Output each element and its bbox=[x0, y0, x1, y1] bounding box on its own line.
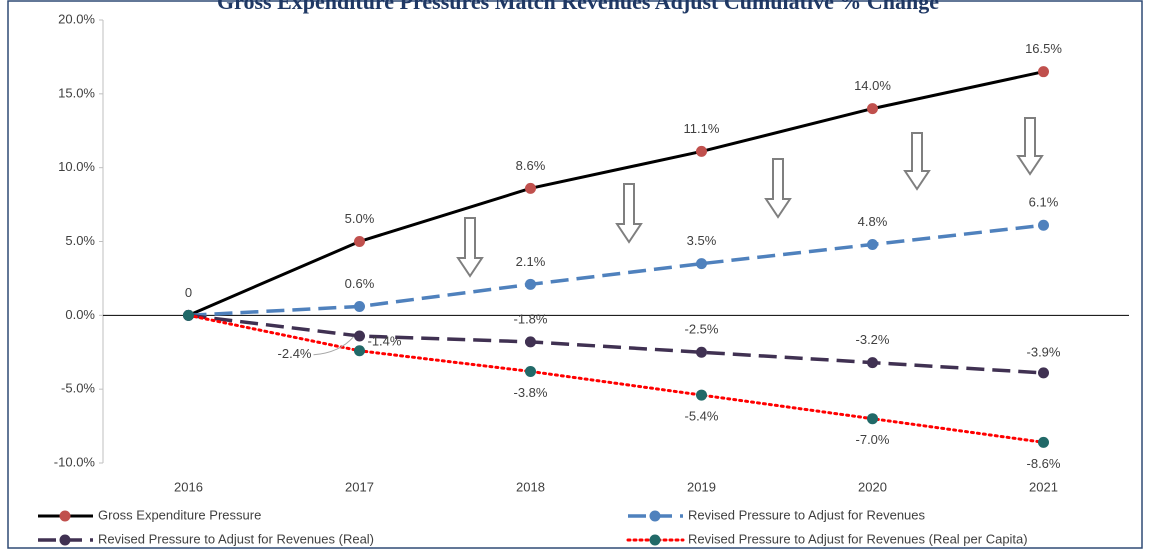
marker bbox=[867, 357, 878, 369]
marker bbox=[1038, 367, 1049, 379]
legend-marker bbox=[649, 510, 661, 522]
data-label: 5.0% bbox=[345, 211, 375, 226]
arrow bbox=[456, 217, 484, 278]
marker bbox=[696, 258, 707, 270]
series-line bbox=[187, 313, 1045, 444]
series-line bbox=[187, 70, 1044, 317]
marker bbox=[354, 236, 365, 247]
data-label: 0 bbox=[185, 285, 192, 300]
legend-label: Revised Pressure to Adjust for Revenues bbox=[688, 507, 926, 522]
chart-frame bbox=[7, 0, 1143, 549]
data-label: -3.2% bbox=[856, 332, 890, 347]
data-label: 8.6% bbox=[516, 158, 546, 173]
arrow bbox=[903, 132, 931, 191]
y-tick-label: 0.0% bbox=[65, 307, 95, 322]
x-tick-label: 2021 bbox=[1029, 479, 1058, 494]
chart-title: Gross Expenditure Pressures Match Revenu… bbox=[217, 0, 939, 14]
arrow bbox=[764, 158, 792, 219]
x-tick-label: 2017 bbox=[345, 479, 374, 494]
data-label: 4.8% bbox=[858, 214, 888, 229]
x-tick-label: 2018 bbox=[516, 479, 545, 494]
arrow bbox=[1016, 117, 1044, 176]
legend-marker bbox=[59, 534, 71, 546]
y-tick-label: 15.0% bbox=[58, 85, 95, 100]
x-tick-label: 2020 bbox=[858, 479, 887, 494]
data-label: 2.1% bbox=[516, 254, 546, 269]
y-tick-label: -10.0% bbox=[54, 454, 96, 469]
data-label: 3.5% bbox=[687, 233, 717, 248]
y-tick-label: -5.0% bbox=[61, 381, 95, 396]
data-label: 16.5% bbox=[1025, 41, 1062, 56]
legend-marker bbox=[649, 534, 661, 546]
leader-line bbox=[313, 336, 354, 356]
legend-label: Gross Expenditure Pressure bbox=[98, 507, 261, 522]
legend-label: Revised Pressure to Adjust for Revenues … bbox=[98, 531, 374, 546]
marker bbox=[354, 330, 365, 342]
legend-label: Revised Pressure to Adjust for Revenues … bbox=[688, 531, 1028, 546]
marker bbox=[354, 300, 365, 312]
marker bbox=[696, 389, 707, 401]
series-line bbox=[188, 223, 1044, 318]
marker bbox=[525, 336, 536, 348]
marker bbox=[867, 238, 878, 250]
data-label: 6.1% bbox=[1029, 195, 1059, 210]
series-line bbox=[188, 313, 1044, 375]
marker bbox=[354, 345, 365, 357]
marker bbox=[525, 182, 536, 194]
marker bbox=[183, 309, 194, 321]
marker bbox=[1038, 66, 1049, 78]
data-label: -1.4% bbox=[368, 333, 402, 348]
data-label: 14.0% bbox=[854, 78, 891, 93]
data-label: -7.0% bbox=[856, 432, 890, 447]
data-label: 11.1% bbox=[684, 121, 720, 136]
data-label: -8.6% bbox=[1027, 456, 1061, 471]
data-label: 0.6% bbox=[345, 276, 375, 291]
data-label: -5.4% bbox=[685, 409, 719, 424]
marker bbox=[867, 103, 878, 115]
data-label: -3.8% bbox=[514, 385, 548, 400]
marker bbox=[525, 365, 536, 377]
data-label: -1.8% bbox=[514, 311, 548, 326]
arrows bbox=[456, 117, 1044, 278]
data-label: -3.9% bbox=[1027, 344, 1061, 359]
legend-marker bbox=[59, 510, 71, 522]
data-label: -2.5% bbox=[685, 322, 719, 337]
marker bbox=[525, 278, 536, 290]
data-label: -2.4% bbox=[278, 346, 312, 361]
marker bbox=[1038, 436, 1049, 448]
marker bbox=[696, 145, 707, 157]
arrow bbox=[615, 183, 643, 244]
y-tick-label: 20.0% bbox=[58, 11, 95, 26]
marker bbox=[867, 413, 878, 425]
marker bbox=[696, 346, 707, 358]
x-tick-label: 2019 bbox=[687, 479, 716, 494]
x-tick-label: 2016 bbox=[174, 479, 203, 494]
y-tick-label: 5.0% bbox=[65, 233, 95, 248]
y-tick-label: 10.0% bbox=[58, 159, 95, 174]
marker bbox=[1038, 219, 1049, 231]
